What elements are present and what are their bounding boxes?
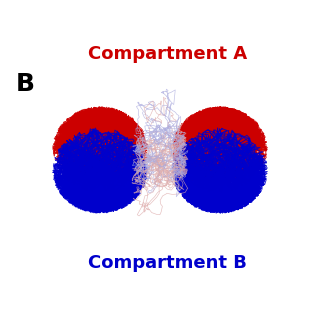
Text: Compartment B: Compartment B [88,254,247,272]
Text: B: B [15,72,34,96]
Text: Compartment A: Compartment A [88,44,247,62]
